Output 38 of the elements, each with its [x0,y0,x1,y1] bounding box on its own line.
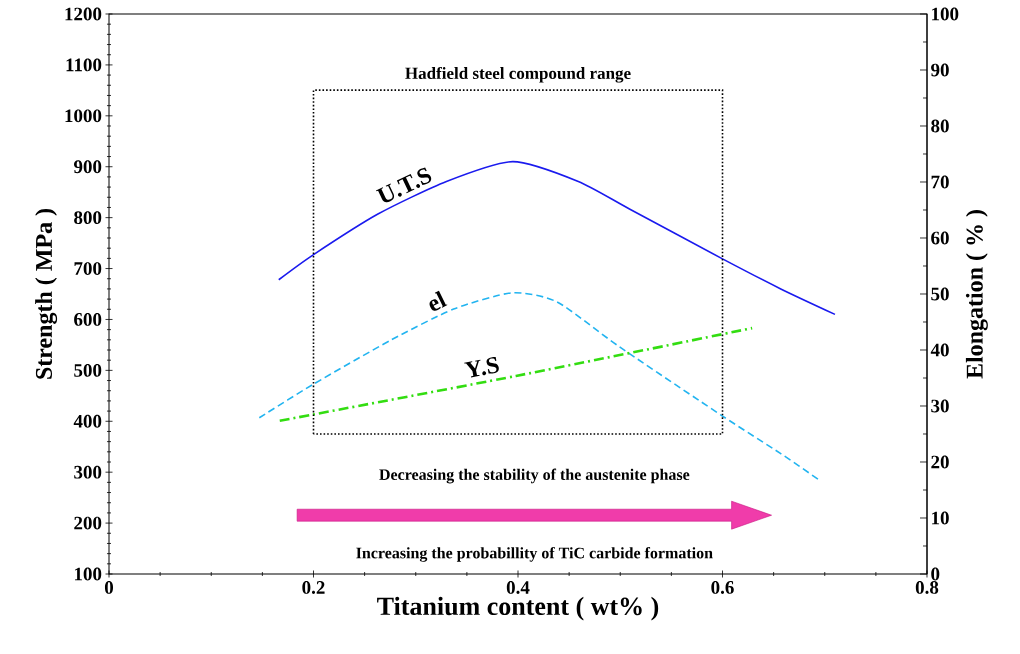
y-tick-label: 800 [74,211,102,225]
y2-tick-label: 100 [932,7,959,21]
x-tick-label: 0.4 [506,581,530,594]
text: el [429,290,448,311]
y2-tick-label: 50 [931,287,949,301]
y-tick-label: 1200 [65,7,102,21]
y2-tick-label: 20 [931,455,949,469]
y-tick-label: 300 [74,465,102,479]
y2-tick-label: 10 [932,511,949,525]
x-tick-label: 0.2 [302,581,325,594]
y-axis-title: Strength ( MPa ) [35,208,58,379]
y-tick-label: 900 [73,160,102,174]
y-tick-label: 100 [74,567,102,581]
text: Y.S [464,357,499,378]
text: U.T.S [375,167,432,203]
y-tick-label: 600 [74,313,102,326]
annotation: Decreasing the stability of the austenite phase [379,468,690,484]
y-tick-label: 400 [73,414,102,428]
line-series [277,160,836,316]
annotation: Increasing the probabillity of TiC carbide formation [356,547,713,562]
y2-tick-label: 70 [931,175,949,189]
y-tick-label: 1100 [66,58,102,72]
x-tick-label: 0.6 [711,581,734,594]
y-tick-label: 1000 [65,109,102,123]
y2-tick-label: 0 [931,567,940,581]
x-axis-title: Titanium content ( wt% ) [377,596,659,621]
annotation: Hadfield steel compound range [405,66,631,83]
y-tick-label: 700 [74,262,102,275]
y2-axis-title: Elongation ( % ) [965,210,988,379]
y2-tick-label: 60 [931,231,949,245]
y2-tick-label: 90 [931,63,949,77]
x-tick-label: 0.8 [915,581,939,594]
y-tick-label: 500 [74,363,102,377]
x-tick-label: 0 [104,581,114,594]
y-tick-label: 200 [74,516,102,530]
y2-tick-label: 80 [931,119,949,133]
y2-tick-label: 40 [930,343,949,357]
y2-tick-label: 30 [931,399,949,413]
